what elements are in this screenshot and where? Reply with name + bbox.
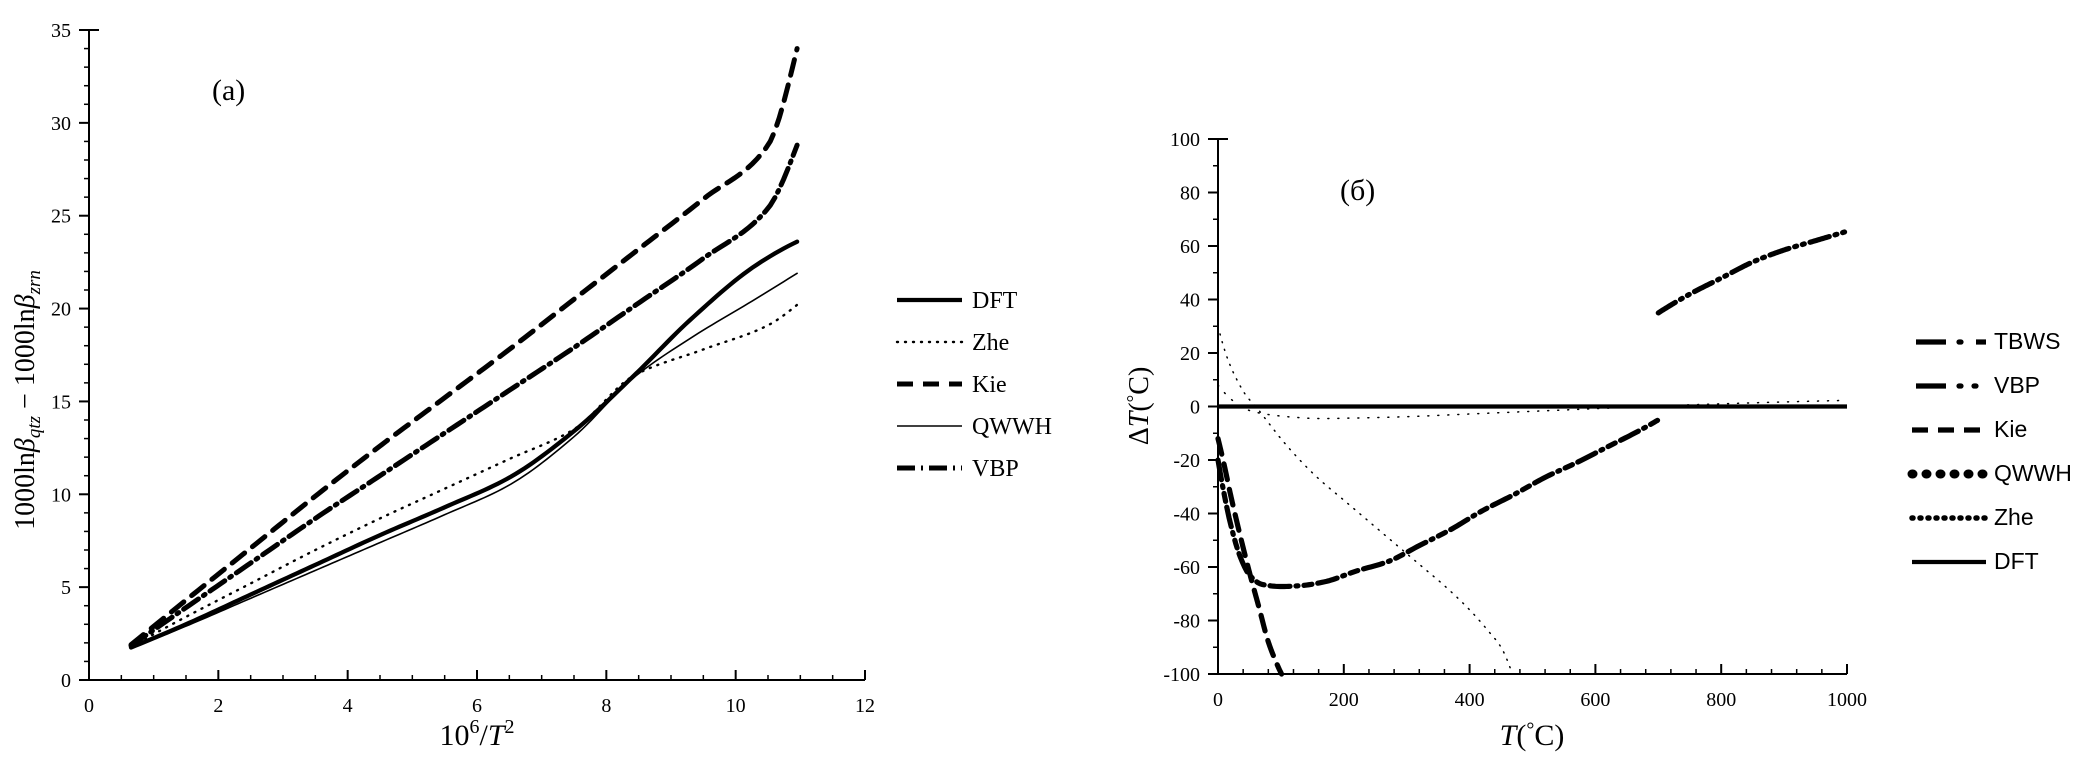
svg-text:25: 25 [51,206,71,228]
svg-text:12: 12 [855,695,875,717]
svg-text:Zhe: Zhe [1994,504,2034,530]
svg-text:(б): (б) [1340,174,1375,207]
svg-text:200: 200 [1329,689,1359,711]
svg-text:40: 40 [1180,290,1200,312]
svg-text:80: 80 [1180,183,1200,205]
svg-text:400: 400 [1455,689,1485,711]
svg-text:8: 8 [601,695,611,717]
svg-text:35: 35 [51,20,71,42]
svg-text:ΔT(°C): ΔT(°C) [1124,367,1155,446]
svg-text:1000lnβqtz − 1000lnβzrn: 1000lnβqtz − 1000lnβzrn [10,270,45,530]
svg-text:QWWH: QWWH [1994,460,2072,486]
svg-text:-80: -80 [1173,611,1200,633]
svg-text:Kie: Kie [972,372,1007,398]
svg-text:5: 5 [61,577,71,599]
svg-text:-20: -20 [1173,450,1200,472]
svg-text:10: 10 [51,484,71,506]
svg-text:10: 10 [726,695,746,717]
svg-text:-60: -60 [1173,557,1200,579]
svg-text:800: 800 [1706,689,1736,711]
svg-text:QWWH: QWWH [972,414,1052,440]
svg-text:-100: -100 [1163,664,1200,686]
svg-text:20: 20 [51,299,71,321]
svg-text:Zhe: Zhe [972,330,1009,356]
svg-text:6: 6 [472,695,482,717]
svg-text:-40: -40 [1173,504,1200,526]
svg-text:1000: 1000 [1827,689,1867,711]
svg-text:0: 0 [1190,397,1200,419]
svg-text:30: 30 [51,113,71,135]
svg-text:20: 20 [1180,343,1200,365]
svg-text:DFT: DFT [1994,548,2039,574]
svg-text:Kie: Kie [1994,416,2027,442]
svg-text:2: 2 [213,695,223,717]
svg-text:(a): (a) [212,74,245,107]
svg-text:60: 60 [1180,236,1200,258]
svg-text:0: 0 [1213,689,1223,711]
svg-text:VBP: VBP [972,456,1019,482]
svg-text:15: 15 [51,391,71,413]
svg-text:0: 0 [84,695,94,717]
svg-text:TBWS: TBWS [1994,328,2060,354]
svg-text:100: 100 [1170,129,1200,151]
svg-text:0: 0 [61,670,71,692]
svg-text:VBP: VBP [1994,372,2040,398]
svg-text:4: 4 [343,695,353,717]
svg-text:DFT: DFT [972,288,1018,314]
svg-text:600: 600 [1580,689,1610,711]
